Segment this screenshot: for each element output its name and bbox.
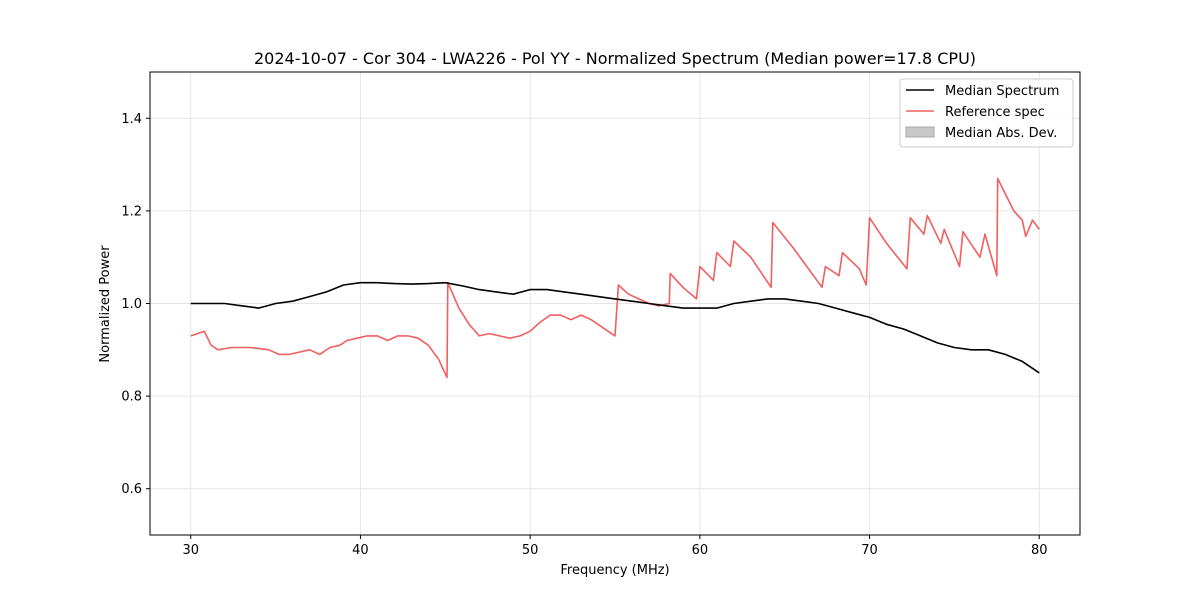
y-ticks: 0.6 0.8 1.0 1.2 1.4 [121,112,150,497]
series-layer [190,177,1040,379]
legend-label-reference-spec: Reference spec [945,105,1045,120]
legend-label-median-abs-dev: Median Abs. Dev. [945,126,1057,141]
y-tick-label: 1.2 [121,204,142,219]
chart-title: 2024-10-07 - Cor 304 - LWA226 - Pol YY -… [254,49,976,68]
y-tick-label: 0.6 [121,482,142,497]
y-axis-label: Normalized Power [98,245,113,363]
series-line-median-spectrum [190,281,1040,374]
y-tick-label: 1.4 [121,112,142,127]
series-line-reference-spec [190,177,1040,379]
x-tick-label: 70 [861,543,878,558]
legend: Median Spectrum Reference spec Median Ab… [899,78,1074,148]
x-tick-label: 80 [1031,543,1048,558]
x-tick-label: 30 [182,543,199,558]
x-tick-label: 40 [352,543,369,558]
x-ticks: 30 40 50 60 70 80 [182,535,1048,558]
x-tick-label: 50 [522,543,539,558]
legend-box [899,78,1074,148]
x-tick-label: 60 [692,543,709,558]
legend-label-median-spectrum: Median Spectrum [945,84,1059,99]
legend-swatch-median-abs-dev [905,126,935,138]
y-tick-label: 1.0 [121,297,142,312]
x-axis-label: Frequency (MHz) [560,563,669,578]
y-tick-label: 0.8 [121,390,142,405]
